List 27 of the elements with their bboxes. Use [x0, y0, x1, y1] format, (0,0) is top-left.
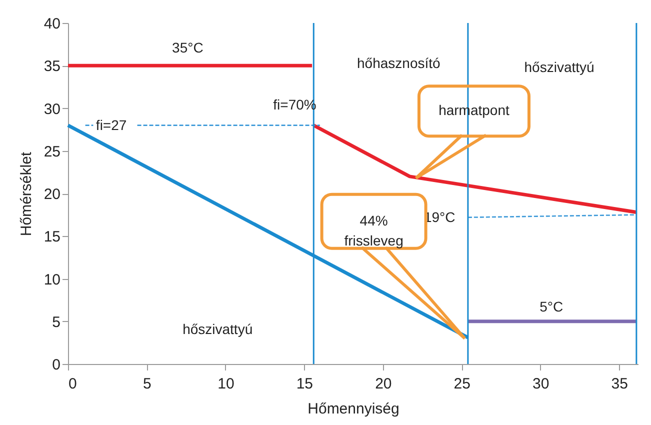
y-tick-label: 25 [44, 143, 60, 160]
y-axis-title: Hőmérséklet [18, 151, 35, 236]
x-tick-label: 25 [454, 376, 470, 392]
annotation: 35°C [172, 40, 204, 56]
y-tick-label: 0 [52, 356, 60, 374]
x-tick-label: 15 [296, 376, 314, 392]
x-tick-label: 35 [611, 376, 628, 392]
annotation: 19°C [424, 209, 456, 226]
annotation: 44% frissleveg [344, 212, 404, 248]
y-tick-label: 10 [44, 271, 60, 288]
y-tick-label: 15 [44, 228, 60, 246]
x-tick-label: 20 [375, 376, 392, 392]
annotation: hőszivattyú [182, 320, 253, 337]
y-tick-label: 20 [44, 186, 60, 203]
y-tick-label: 35 [44, 58, 60, 76]
y-tick-label: 5 [52, 314, 60, 331]
x-tick-label: 10 [218, 376, 234, 392]
x-tick-label: 0 [68, 376, 77, 392]
annotation: hőhasznosító [357, 54, 441, 71]
x-axis-title: Hőmennyiség [308, 400, 400, 418]
y-tick-label: 40 [44, 16, 60, 32]
annotation: fi=27 [96, 117, 127, 134]
y-tick-label: 30 [44, 100, 60, 118]
x-tick-label: 5 [143, 376, 152, 392]
annotation: hőszivattyú [524, 59, 594, 76]
x-tick-label: 30 [532, 376, 550, 392]
annotation: 5°C [540, 298, 564, 315]
